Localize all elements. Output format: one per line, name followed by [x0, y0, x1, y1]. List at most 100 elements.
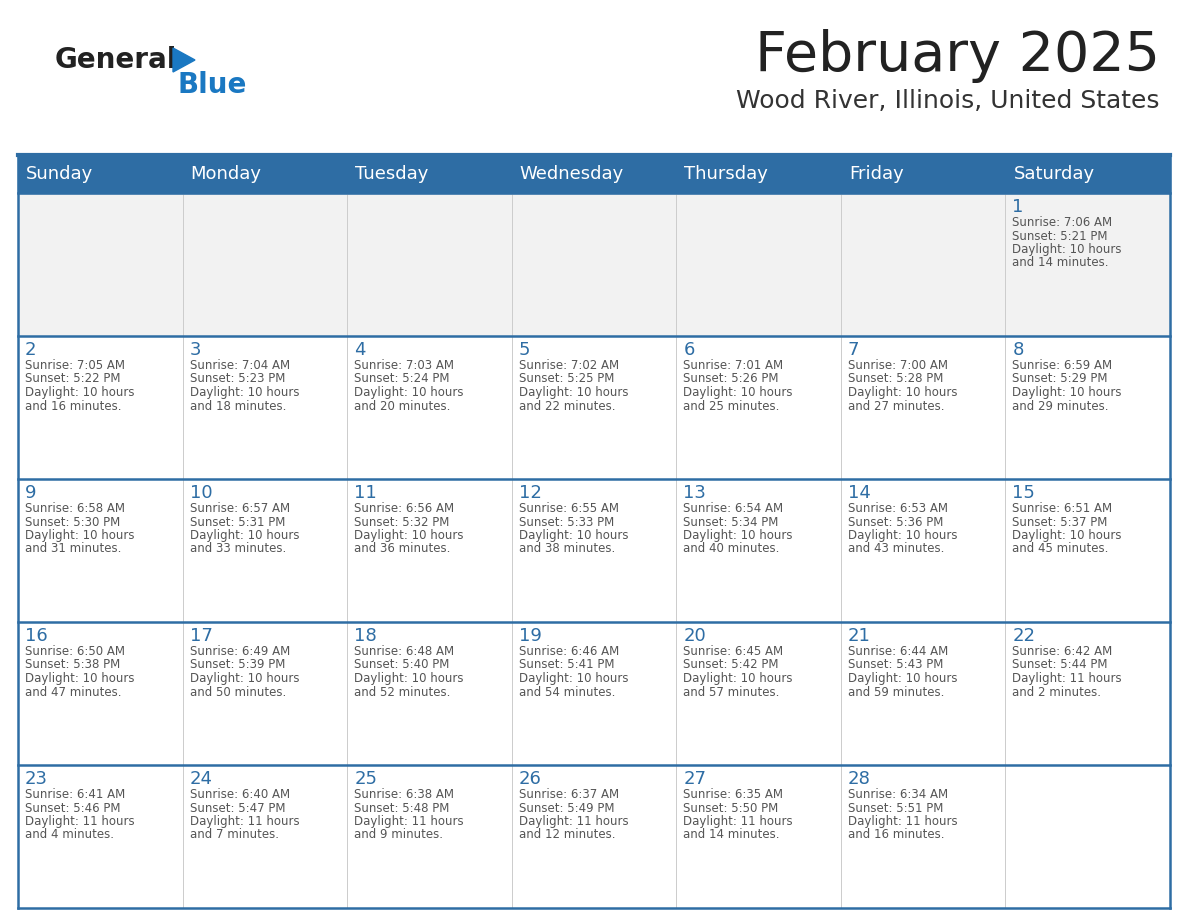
Text: Daylight: 10 hours: Daylight: 10 hours	[354, 672, 463, 685]
Text: 9: 9	[25, 484, 37, 502]
Text: 1: 1	[1012, 198, 1024, 216]
Bar	[347, 479, 512, 622]
Text: and 40 minutes.: and 40 minutes.	[683, 543, 779, 555]
Text: Sunrise: 6:53 AM: Sunrise: 6:53 AM	[848, 502, 948, 515]
Text: 17: 17	[190, 627, 213, 645]
Text: Daylight: 10 hours: Daylight: 10 hours	[190, 672, 299, 685]
Text: Sunrise: 7:00 AM: Sunrise: 7:00 AM	[848, 359, 948, 372]
Bar	[347, 765, 512, 908]
Text: Sunrise: 6:37 AM: Sunrise: 6:37 AM	[519, 788, 619, 801]
Bar	[18, 336, 183, 479]
Text: 10: 10	[190, 484, 213, 502]
Text: and 7 minutes.: and 7 minutes.	[190, 829, 278, 842]
Text: and 12 minutes.: and 12 minutes.	[519, 829, 615, 842]
Text: and 54 minutes.: and 54 minutes.	[519, 686, 615, 699]
Text: 22: 22	[1012, 627, 1036, 645]
Text: and 50 minutes.: and 50 minutes.	[190, 686, 286, 699]
Bar	[676, 336, 841, 479]
Text: and 2 minutes.: and 2 minutes.	[1012, 686, 1101, 699]
Text: Daylight: 10 hours: Daylight: 10 hours	[190, 386, 299, 399]
Text: Sunrise: 6:34 AM: Sunrise: 6:34 AM	[848, 788, 948, 801]
Text: Wood River, Illinois, United States: Wood River, Illinois, United States	[737, 89, 1159, 113]
Text: Sunset: 5:46 PM: Sunset: 5:46 PM	[25, 801, 120, 814]
Text: Sunrise: 6:38 AM: Sunrise: 6:38 AM	[354, 788, 454, 801]
Text: Daylight: 10 hours: Daylight: 10 hours	[1012, 529, 1121, 542]
Text: Daylight: 10 hours: Daylight: 10 hours	[519, 672, 628, 685]
Text: Sunrise: 6:50 AM: Sunrise: 6:50 AM	[25, 645, 125, 658]
Text: Sunset: 5:30 PM: Sunset: 5:30 PM	[25, 516, 120, 529]
Text: February 2025: February 2025	[756, 29, 1159, 83]
Text: and 27 minutes.: and 27 minutes.	[848, 399, 944, 412]
Text: 18: 18	[354, 627, 377, 645]
Text: 25: 25	[354, 770, 377, 788]
Text: Sunrise: 6:35 AM: Sunrise: 6:35 AM	[683, 788, 783, 801]
Text: Sunset: 5:38 PM: Sunset: 5:38 PM	[25, 658, 120, 671]
Text: 16: 16	[25, 627, 48, 645]
Text: Daylight: 11 hours: Daylight: 11 hours	[519, 815, 628, 828]
Text: Sunrise: 6:59 AM: Sunrise: 6:59 AM	[1012, 359, 1112, 372]
Text: and 16 minutes.: and 16 minutes.	[848, 829, 944, 842]
Bar	[183, 479, 347, 622]
Text: Wednesday: Wednesday	[519, 165, 624, 183]
Text: Sunset: 5:39 PM: Sunset: 5:39 PM	[190, 658, 285, 671]
Text: and 16 minutes.: and 16 minutes.	[25, 399, 121, 412]
Text: Sunrise: 6:45 AM: Sunrise: 6:45 AM	[683, 645, 783, 658]
Text: Daylight: 10 hours: Daylight: 10 hours	[354, 386, 463, 399]
Text: Sunrise: 6:48 AM: Sunrise: 6:48 AM	[354, 645, 454, 658]
Text: 26: 26	[519, 770, 542, 788]
Text: Blue: Blue	[178, 71, 247, 99]
Text: Monday: Monday	[190, 165, 261, 183]
Text: Daylight: 10 hours: Daylight: 10 hours	[190, 529, 299, 542]
Text: Sunset: 5:51 PM: Sunset: 5:51 PM	[848, 801, 943, 814]
Text: Sunset: 5:42 PM: Sunset: 5:42 PM	[683, 658, 779, 671]
Text: Sunrise: 6:57 AM: Sunrise: 6:57 AM	[190, 502, 290, 515]
Text: Sunrise: 7:01 AM: Sunrise: 7:01 AM	[683, 359, 783, 372]
Bar	[1005, 479, 1170, 622]
Text: 14: 14	[848, 484, 871, 502]
Bar	[18, 155, 1170, 193]
Bar	[347, 336, 512, 479]
Text: 11: 11	[354, 484, 377, 502]
Text: Daylight: 10 hours: Daylight: 10 hours	[683, 386, 792, 399]
Bar	[512, 193, 676, 336]
Text: 3: 3	[190, 341, 201, 359]
Bar	[841, 193, 1005, 336]
Text: Sunrise: 6:54 AM: Sunrise: 6:54 AM	[683, 502, 783, 515]
Bar	[676, 765, 841, 908]
Text: 5: 5	[519, 341, 530, 359]
Text: Sunrise: 6:41 AM: Sunrise: 6:41 AM	[25, 788, 125, 801]
Text: Sunrise: 6:46 AM: Sunrise: 6:46 AM	[519, 645, 619, 658]
Bar	[18, 622, 183, 765]
Text: Sunrise: 6:44 AM: Sunrise: 6:44 AM	[848, 645, 948, 658]
Bar	[676, 479, 841, 622]
Bar	[676, 622, 841, 765]
Text: Sunset: 5:41 PM: Sunset: 5:41 PM	[519, 658, 614, 671]
Text: Daylight: 10 hours: Daylight: 10 hours	[25, 672, 134, 685]
Bar	[347, 622, 512, 765]
Bar	[841, 765, 1005, 908]
Bar	[512, 765, 676, 908]
Text: Sunset: 5:44 PM: Sunset: 5:44 PM	[1012, 658, 1108, 671]
Text: Sunset: 5:48 PM: Sunset: 5:48 PM	[354, 801, 449, 814]
Bar	[1005, 193, 1170, 336]
Text: and 25 minutes.: and 25 minutes.	[683, 399, 779, 412]
Text: Sunset: 5:29 PM: Sunset: 5:29 PM	[1012, 373, 1108, 386]
Text: and 31 minutes.: and 31 minutes.	[25, 543, 121, 555]
Text: and 36 minutes.: and 36 minutes.	[354, 543, 450, 555]
Text: Sunset: 5:40 PM: Sunset: 5:40 PM	[354, 658, 449, 671]
Text: and 14 minutes.: and 14 minutes.	[1012, 256, 1108, 270]
Text: 23: 23	[25, 770, 48, 788]
Text: 2: 2	[25, 341, 37, 359]
Bar	[841, 479, 1005, 622]
Text: and 33 minutes.: and 33 minutes.	[190, 543, 286, 555]
Text: Sunset: 5:50 PM: Sunset: 5:50 PM	[683, 801, 778, 814]
Text: 19: 19	[519, 627, 542, 645]
Text: Sunrise: 7:06 AM: Sunrise: 7:06 AM	[1012, 216, 1112, 229]
Bar	[512, 622, 676, 765]
Text: 21: 21	[848, 627, 871, 645]
Bar	[18, 765, 183, 908]
Bar	[841, 336, 1005, 479]
Text: 8: 8	[1012, 341, 1024, 359]
Text: Daylight: 11 hours: Daylight: 11 hours	[190, 815, 299, 828]
Text: 7: 7	[848, 341, 859, 359]
